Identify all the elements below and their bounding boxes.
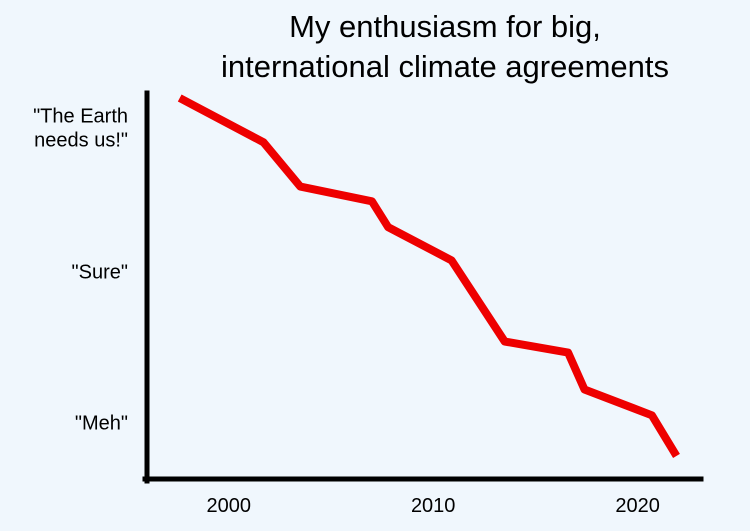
x-axis-tick-labels: 2000 2010 2020 <box>207 495 660 517</box>
chart-title-line-2: international climate agreements <box>221 49 669 84</box>
y-tick-label: "Sure" <box>72 261 128 283</box>
y-tick-label: "Meh" <box>75 413 128 435</box>
series-line <box>177 94 680 458</box>
chart-title-line-1: My enthusiasm for big, <box>289 9 601 44</box>
y-tick-label-line: "The Earth <box>33 106 128 128</box>
series-lines <box>177 94 680 458</box>
x-tick-label: 2020 <box>615 495 660 517</box>
y-tick-label-line: "Sure" <box>72 261 128 283</box>
y-tick-label: "The Earth needs us!" <box>33 106 128 152</box>
y-tick-label-line: "Meh" <box>75 413 128 435</box>
x-tick-label: 2000 <box>207 495 252 517</box>
y-axis-tick-labels: "Meh" "Sure" "The Earth needs us!" <box>33 106 128 435</box>
x-tick-label: 2010 <box>411 495 456 517</box>
y-tick-label-line: needs us!" <box>34 130 128 152</box>
chart-title: My enthusiasm for big, international clim… <box>221 9 669 84</box>
